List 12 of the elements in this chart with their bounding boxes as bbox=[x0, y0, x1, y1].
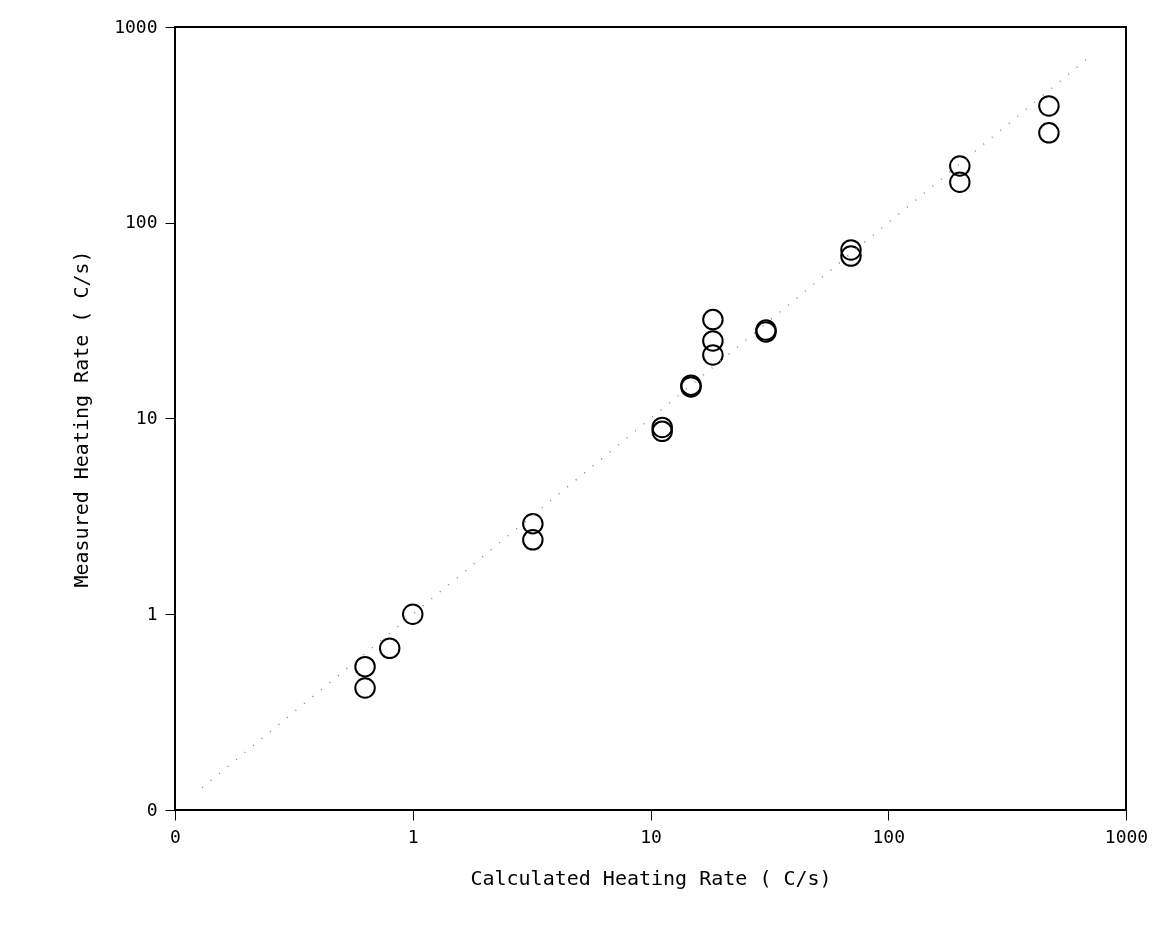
y-axis-title: Measured Heating Rate ( C/s) bbox=[69, 250, 94, 588]
y-tick-label: 100 bbox=[124, 211, 158, 233]
x-axis-title: Calculated Heating Rate ( C/s) bbox=[470, 865, 832, 890]
y-tick-label: 0 bbox=[146, 798, 158, 820]
x-tick-label: 1 bbox=[407, 825, 419, 847]
y-tick-label: 1 bbox=[146, 602, 158, 624]
y-tick-label: 10 bbox=[135, 407, 158, 428]
x-tick-label: 0 bbox=[170, 825, 181, 847]
x-tick-label: 100 bbox=[872, 825, 906, 847]
x-tick-label: 10 bbox=[640, 825, 662, 847]
y-tick-label: 1000 bbox=[114, 15, 158, 37]
x-tick-label: 1000 bbox=[1104, 825, 1149, 847]
